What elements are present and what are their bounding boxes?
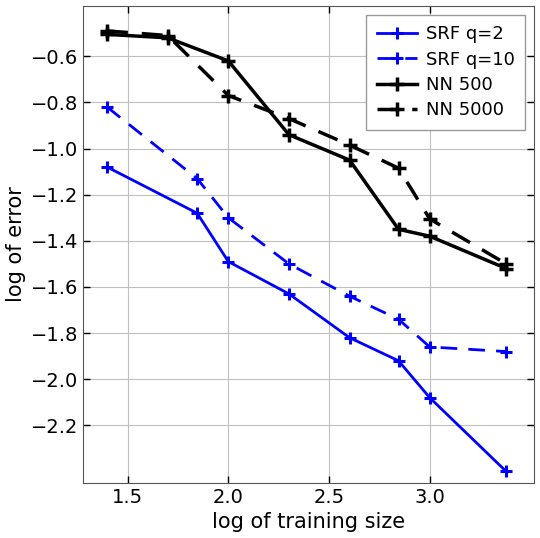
Legend: SRF q=2, SRF q=10, NN 500, NN 5000: SRF q=2, SRF q=10, NN 500, NN 5000	[366, 15, 525, 130]
NN 500	[427, 233, 433, 239]
Line: NN 5000: NN 5000	[100, 24, 513, 271]
SRF q=10	[346, 293, 353, 300]
SRF q=2	[286, 291, 292, 297]
SRF q=2	[503, 468, 510, 475]
SRF q=10	[427, 344, 433, 350]
SRF q=2	[104, 164, 110, 170]
SRF q=2	[427, 394, 433, 401]
NN 5000	[104, 27, 110, 34]
SRF q=2	[395, 358, 402, 364]
SRF q=10	[225, 215, 232, 221]
NN 500	[225, 58, 232, 64]
NN 500	[503, 265, 510, 272]
SRF q=10	[503, 348, 510, 355]
NN 5000	[427, 216, 433, 222]
SRF q=10	[104, 104, 110, 110]
NN 5000	[503, 261, 510, 267]
X-axis label: log of training size: log of training size	[212, 512, 406, 533]
SRF q=2	[225, 258, 232, 265]
Line: SRF q=10: SRF q=10	[101, 101, 512, 358]
NN 5000	[286, 115, 292, 122]
Line: SRF q=2: SRF q=2	[101, 161, 512, 478]
NN 500	[395, 226, 402, 232]
NN 5000	[346, 142, 353, 148]
NN 5000	[225, 93, 232, 99]
SRF q=2	[346, 335, 353, 341]
NN 5000	[395, 165, 402, 172]
Line: NN 500: NN 500	[100, 27, 513, 275]
SRF q=10	[286, 261, 292, 267]
NN 5000	[165, 32, 171, 39]
NN 500	[104, 31, 110, 38]
SRF q=10	[395, 316, 402, 322]
SRF q=2	[194, 210, 200, 216]
SRF q=10	[194, 175, 200, 182]
NN 500	[286, 131, 292, 138]
NN 500	[165, 34, 171, 41]
NN 500	[346, 157, 353, 164]
Y-axis label: log of error: log of error	[5, 186, 25, 302]
